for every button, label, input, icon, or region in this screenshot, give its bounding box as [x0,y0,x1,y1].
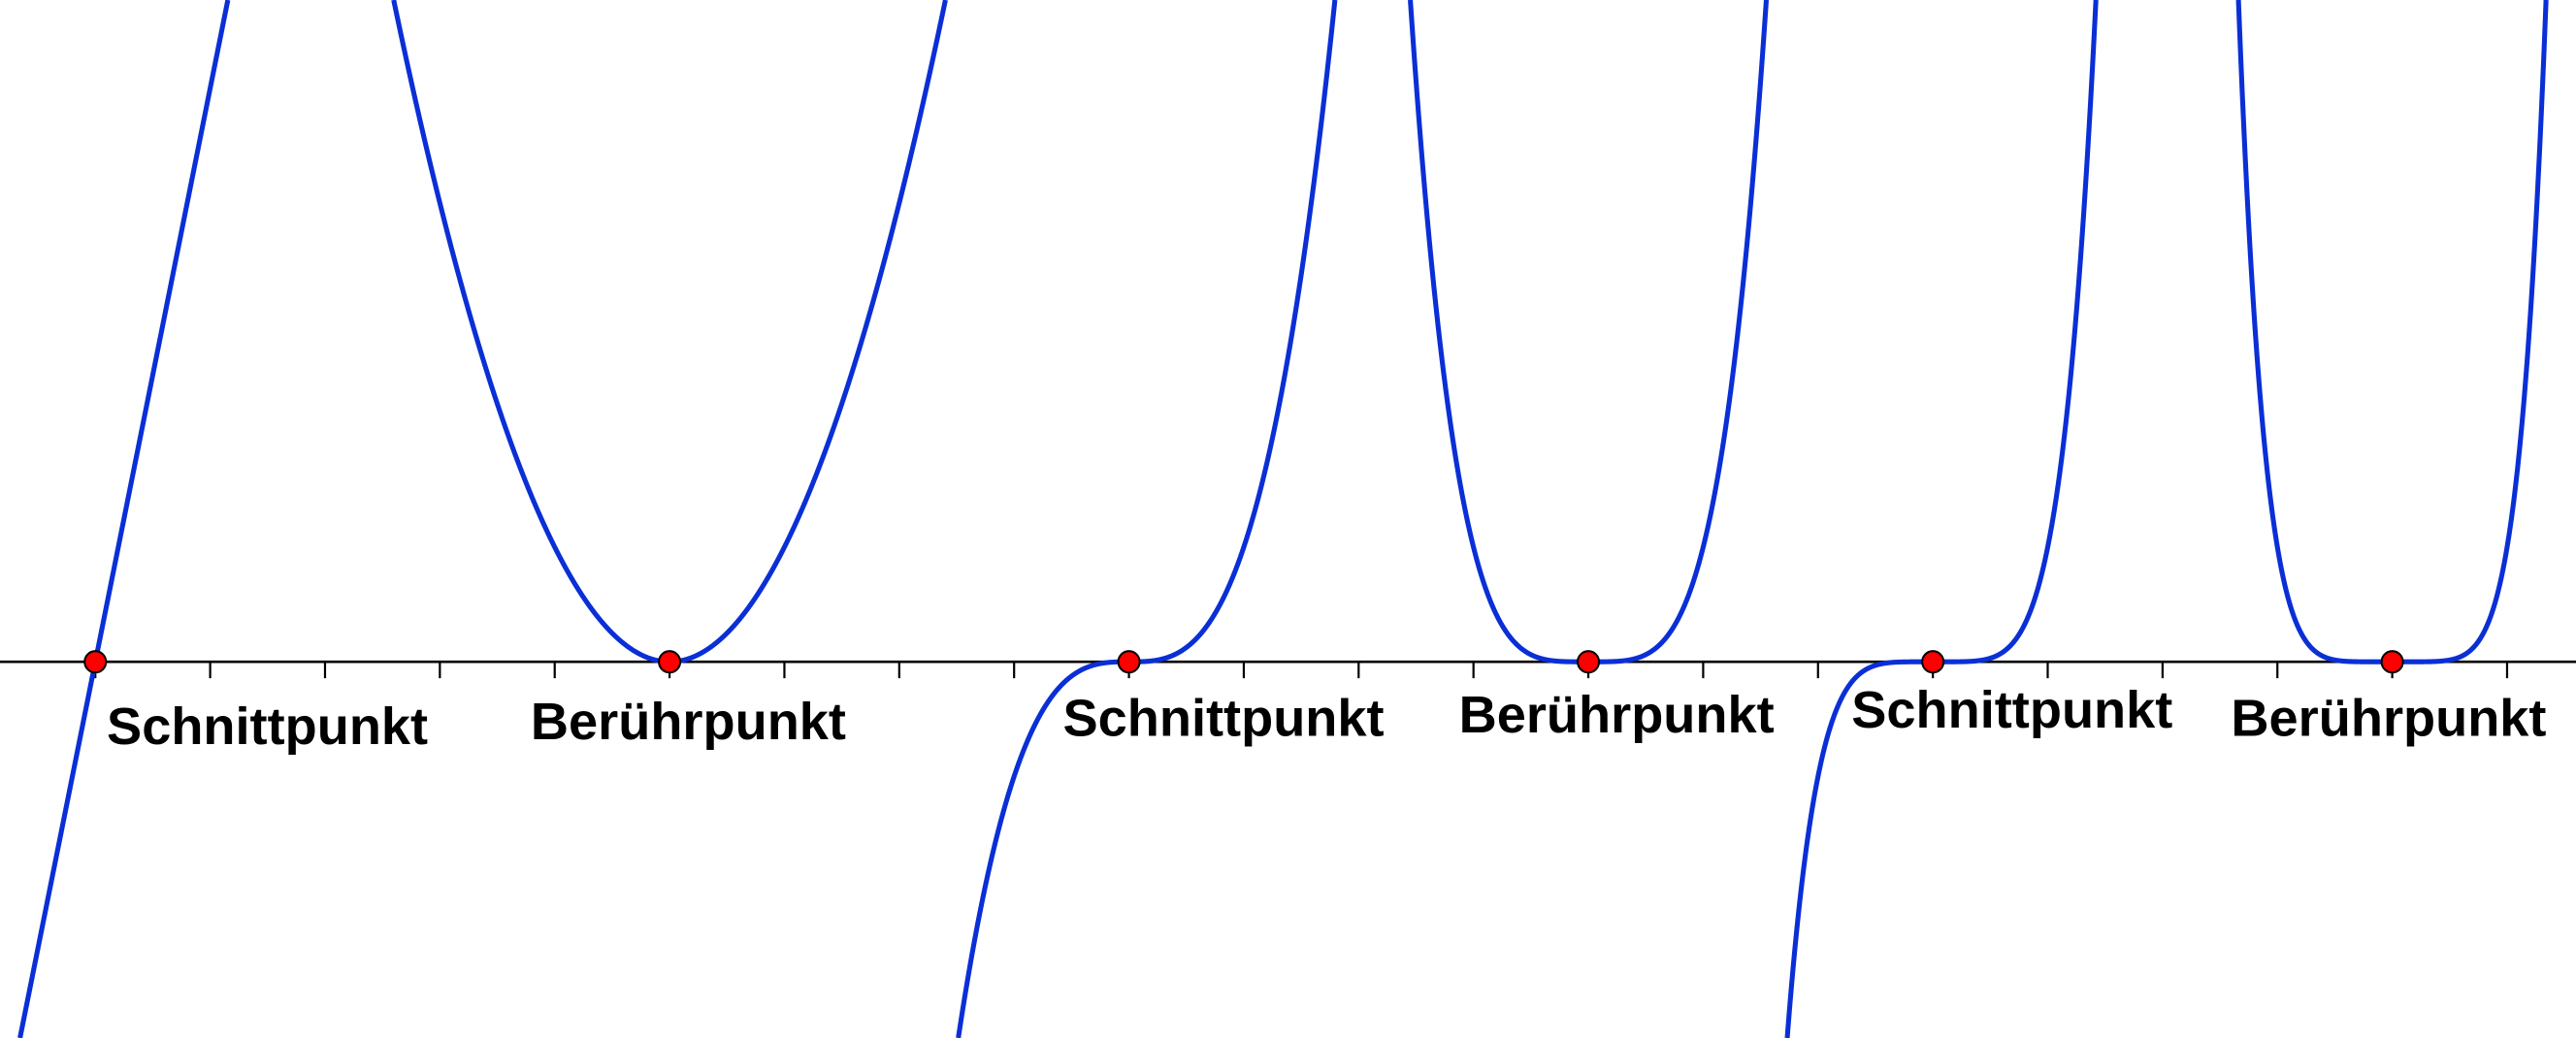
label-root-1: Schnittpunkt [107,697,428,756]
root-point-3 [1117,650,1141,674]
label-root-2: Berührpunkt [531,693,846,751]
label-root-4: Berührpunkt [1459,686,1775,744]
curve-degree-1 [17,0,231,1038]
label-root-5: Schnittpunkt [1851,681,2172,739]
root-point-4 [1577,650,1601,674]
label-root-6: Berührpunkt [2231,689,2546,747]
curve-degree-3 [956,0,1338,1038]
curve-degree-4 [1408,0,1770,665]
root-point-6 [2380,650,2404,674]
root-point-1 [83,650,108,674]
root-point-2 [658,650,682,674]
root-point-5 [1921,650,1945,674]
curve-degree-5 [1784,0,2099,1038]
label-root-3: Schnittpunkt [1063,689,1385,747]
curve-degree-2 [391,0,948,665]
curve-degree-6 [2235,0,2549,665]
